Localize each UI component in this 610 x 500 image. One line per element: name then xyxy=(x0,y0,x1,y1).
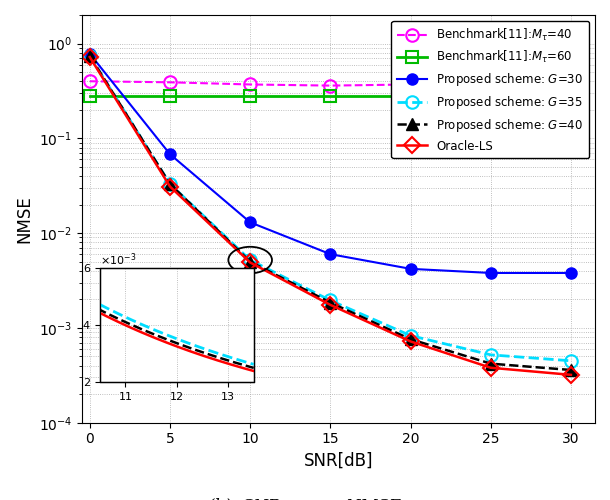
Line: Proposed scheme: $G$=30: Proposed scheme: $G$=30 xyxy=(84,48,576,278)
Benchmark[11]:$M_{\tau}$=60 xyxy=(407,93,414,99)
Proposed scheme: $G$=35: (30, 0.00045): $G$=35: (30, 0.00045) xyxy=(567,358,575,364)
Proposed scheme: $G$=30: (30, 0.0038): $G$=30: (30, 0.0038) xyxy=(567,270,575,276)
Text: (b)  SNR versus NMSE: (b) SNR versus NMSE xyxy=(209,497,401,500)
Proposed scheme: $G$=35: (5, 0.033): $G$=35: (5, 0.033) xyxy=(167,181,174,187)
Oracle-LS xyxy=(167,184,174,190)
Oracle-LS xyxy=(246,260,254,266)
Benchmark[11]:$M_{\tau}$=40 xyxy=(407,82,414,87)
Proposed scheme: $G$=35: (20, 0.00083): $G$=35: (20, 0.00083) xyxy=(407,332,414,338)
Line: Benchmark[11]:$M_{\tau}$=60: Benchmark[11]:$M_{\tau}$=60 xyxy=(84,90,576,102)
Oracle-LS xyxy=(407,338,414,344)
Proposed scheme: $G$=30: (20, 0.0042): $G$=30: (20, 0.0042) xyxy=(407,266,414,272)
Benchmark[11]:$M_{\tau}$=40 xyxy=(86,78,93,84)
Proposed scheme: $G$=40: (20, 0.00076): $G$=40: (20, 0.00076) xyxy=(407,336,414,342)
Oracle-LS xyxy=(567,372,575,378)
X-axis label: SNR[dB]: SNR[dB] xyxy=(304,452,373,470)
Proposed scheme: $G$=40: (5, 0.033): $G$=40: (5, 0.033) xyxy=(167,181,174,187)
Proposed scheme: $G$=35: (10, 0.0052): $G$=35: (10, 0.0052) xyxy=(246,257,254,263)
Proposed scheme: $G$=30: (5, 0.068): $G$=30: (5, 0.068) xyxy=(167,151,174,157)
Proposed scheme: $G$=30: (0, 0.78): $G$=30: (0, 0.78) xyxy=(86,51,93,57)
Line: Proposed scheme: $G$=40: Proposed scheme: $G$=40 xyxy=(84,50,576,376)
Benchmark[11]:$M_{\tau}$=60 xyxy=(487,93,495,99)
Y-axis label: NMSE: NMSE xyxy=(15,195,33,242)
Proposed scheme: $G$=40: (10, 0.005): $G$=40: (10, 0.005) xyxy=(246,258,254,264)
Benchmark[11]:$M_{\tau}$=60 xyxy=(167,93,174,99)
Proposed scheme: $G$=30: (10, 0.013): $G$=30: (10, 0.013) xyxy=(246,220,254,226)
Oracle-LS xyxy=(86,54,93,60)
Oracle-LS xyxy=(487,365,495,371)
Proposed scheme: $G$=35: (25, 0.00052): $G$=35: (25, 0.00052) xyxy=(487,352,495,358)
Proposed scheme: $G$=35: (15, 0.00195): $G$=35: (15, 0.00195) xyxy=(327,298,334,304)
Proposed scheme: $G$=30: (15, 0.006): $G$=30: (15, 0.006) xyxy=(327,251,334,257)
Line: Proposed scheme: $G$=35: Proposed scheme: $G$=35 xyxy=(84,50,577,367)
Proposed scheme: $G$=40: (25, 0.00042): $G$=40: (25, 0.00042) xyxy=(487,360,495,366)
Benchmark[11]:$M_{\tau}$=60 xyxy=(86,93,93,99)
Proposed scheme: $G$=30: (25, 0.0038): $G$=30: (25, 0.0038) xyxy=(487,270,495,276)
Legend: Benchmark[11]:$M_{\tau}$=40, Benchmark[11]:$M_{\tau}$=60, Proposed scheme: $G$=3: Benchmark[11]:$M_{\tau}$=40, Benchmark[1… xyxy=(392,21,589,158)
Oracle-LS xyxy=(327,302,334,308)
Proposed scheme: $G$=40: (30, 0.00036): $G$=40: (30, 0.00036) xyxy=(567,367,575,373)
Benchmark[11]:$M_{\tau}$=40 xyxy=(487,82,495,87)
Proposed scheme: $G$=40: (15, 0.00185): $G$=40: (15, 0.00185) xyxy=(327,300,334,306)
Benchmark[11]:$M_{\tau}$=40 xyxy=(567,80,575,86)
Line: Benchmark[11]:$M_{\tau}$=40: Benchmark[11]:$M_{\tau}$=40 xyxy=(84,75,577,92)
Benchmark[11]:$M_{\tau}$=40 xyxy=(327,82,334,88)
Benchmark[11]:$M_{\tau}$=60 xyxy=(327,93,334,99)
Line: Oracle-LS: Oracle-LS xyxy=(84,52,576,380)
Proposed scheme: $G$=35: (0, 0.74): $G$=35: (0, 0.74) xyxy=(86,53,93,59)
Benchmark[11]:$M_{\tau}$=60 xyxy=(567,93,575,99)
Benchmark[11]:$M_{\tau}$=40 xyxy=(246,82,254,87)
Proposed scheme: $G$=40: (0, 0.74): $G$=40: (0, 0.74) xyxy=(86,53,93,59)
Benchmark[11]:$M_{\tau}$=40 xyxy=(167,80,174,86)
Benchmark[11]:$M_{\tau}$=60 xyxy=(246,93,254,99)
